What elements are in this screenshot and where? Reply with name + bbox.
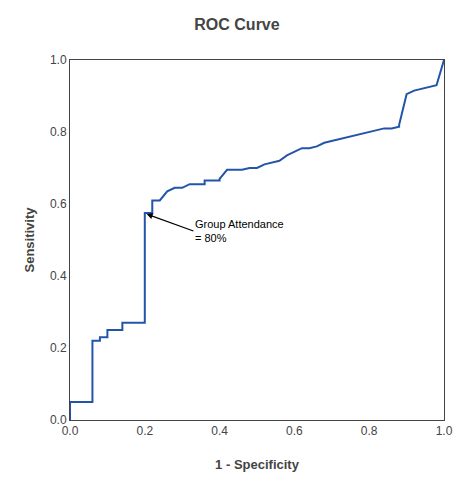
svg-text:ROC Curve: ROC Curve — [194, 16, 279, 33]
svg-text:0.2: 0.2 — [136, 424, 153, 438]
svg-text:0.4: 0.4 — [211, 424, 228, 438]
svg-text:0.8: 0.8 — [361, 424, 378, 438]
svg-text:0.0: 0.0 — [62, 424, 79, 438]
svg-text:0.8: 0.8 — [50, 125, 67, 139]
svg-text:0.2: 0.2 — [50, 341, 67, 355]
svg-text:1 - Specificity: 1 - Specificity — [215, 457, 300, 472]
svg-text:0.6: 0.6 — [50, 197, 67, 211]
svg-text:0.6: 0.6 — [286, 424, 303, 438]
svg-text:1.0: 1.0 — [436, 424, 453, 438]
svg-text:1.0: 1.0 — [50, 53, 67, 67]
svg-text:Group Attendance= 80%: Group Attendance= 80% — [195, 218, 284, 244]
svg-text:0.0: 0.0 — [50, 413, 67, 427]
svg-text:Sensitivity: Sensitivity — [22, 207, 37, 273]
svg-text:0.4: 0.4 — [50, 269, 67, 283]
